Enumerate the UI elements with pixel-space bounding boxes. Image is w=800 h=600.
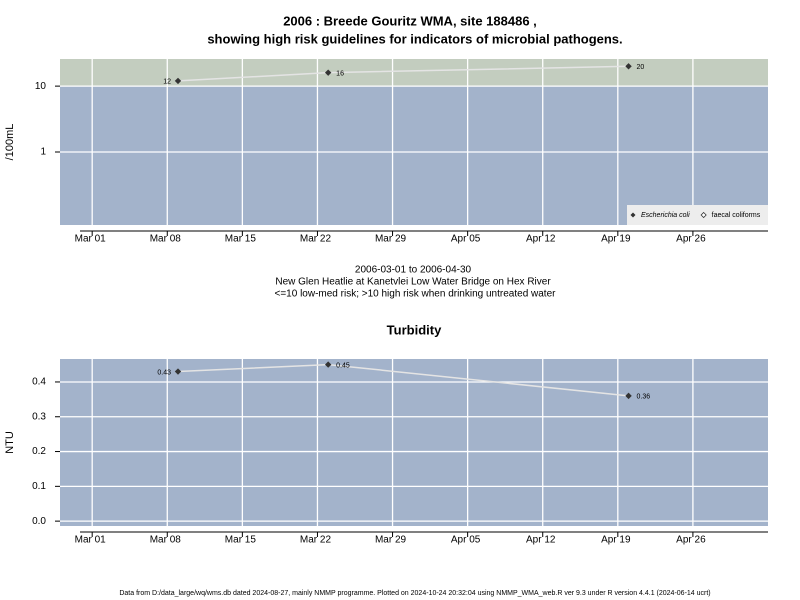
data-point xyxy=(625,63,632,70)
x-tick-label: Apr 19 xyxy=(601,234,631,245)
data-point xyxy=(174,77,182,85)
x-tick-label: Apr 12 xyxy=(526,234,556,245)
data-label: 16 xyxy=(336,71,344,78)
y-axis-label: /100mL xyxy=(4,124,16,161)
data-label: 0.45 xyxy=(336,362,350,369)
legend-marker xyxy=(700,211,707,219)
x-tick-label: Mar 29 xyxy=(375,535,407,546)
x-tick-label: Apr 05 xyxy=(451,535,481,546)
y-tick-label: 10 xyxy=(35,81,47,92)
plot-background xyxy=(60,359,768,526)
data-point xyxy=(324,361,332,368)
y-tick-label: 0.3 xyxy=(32,411,46,422)
x-tick-label: Apr 05 xyxy=(451,234,481,245)
x-tick-label: Apr 19 xyxy=(601,535,631,546)
data-label: 12 xyxy=(163,79,171,86)
legend-label: faecal coliforms xyxy=(712,212,761,219)
data-point xyxy=(625,392,632,400)
footer: Data from D:/data_large/wq/wms.db dated … xyxy=(119,590,710,597)
caption: <=10 low-med risk; >10 high risk when dr… xyxy=(275,289,557,300)
y-tick-label: 0.0 xyxy=(32,516,46,527)
y-tick-label: 0.4 xyxy=(32,377,46,388)
x-tick-label: Mar 01 xyxy=(75,234,107,245)
x-tick-label: Mar 22 xyxy=(300,535,332,546)
y-tick-label: 0.1 xyxy=(32,481,46,492)
x-tick-label: Mar 15 xyxy=(225,535,257,546)
chart-title: Turbidity xyxy=(387,322,442,337)
x-tick-label: Mar 08 xyxy=(150,535,182,546)
y-tick-label: 0.2 xyxy=(32,446,46,457)
x-tick-label: Mar 01 xyxy=(75,535,107,546)
chart-title: showing high risk guidelines for indicat… xyxy=(207,31,622,46)
data-label: 20 xyxy=(637,64,645,71)
caption: New Glen Heatlie at Kanetvlei Low Water … xyxy=(275,277,551,288)
chart-title: 2006 : Breede Gouritz WMA, site 188486 , xyxy=(283,13,537,28)
x-tick-label: Mar 22 xyxy=(300,234,332,245)
x-tick-label: Apr 26 xyxy=(676,234,706,245)
legend xyxy=(627,205,768,225)
legend-marker xyxy=(630,212,636,218)
legend-label: Escherichia coli xyxy=(641,212,690,219)
x-tick-label: Mar 29 xyxy=(375,234,407,245)
caption: 2006-03-01 to 2006-04-30 xyxy=(355,265,472,276)
data-label: 0.36 xyxy=(637,394,651,401)
y-tick-label: 1 xyxy=(40,147,46,158)
data-point xyxy=(324,69,332,76)
y-axis-label: NTU xyxy=(4,431,16,454)
x-tick-label: Mar 15 xyxy=(225,234,257,245)
x-tick-label: Mar 08 xyxy=(150,234,182,245)
data-point xyxy=(174,368,182,375)
x-tick-label: Apr 12 xyxy=(526,535,556,546)
x-tick-label: Apr 26 xyxy=(676,535,706,546)
data-label: 0.43 xyxy=(157,369,171,376)
